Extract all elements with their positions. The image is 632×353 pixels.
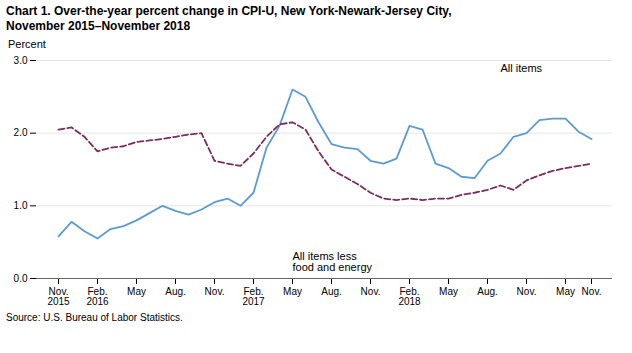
svg-text:May: May <box>439 286 458 297</box>
svg-text:Nov.: Nov. <box>582 286 602 297</box>
svg-text:Feb.2018: Feb.2018 <box>398 286 421 307</box>
svg-text:2.0: 2.0 <box>14 127 28 138</box>
svg-text:Aug.: Aug. <box>165 286 186 297</box>
html-text:Source: U.S. Bureau of Labor S: Source: U.S. Bureau of Labor Statistics. <box>6 312 183 323</box>
svg-text:May: May <box>127 286 146 297</box>
svg-text:All items lessfood and energy: All items lessfood and energy <box>293 250 373 273</box>
svg-text:Nov.: Nov. <box>361 286 381 297</box>
svg-text:Nov.2015: Nov.2015 <box>47 286 70 307</box>
svg-text:1.0: 1.0 <box>14 200 28 211</box>
svg-text:Nov.: Nov. <box>205 286 225 297</box>
svg-text:3.0: 3.0 <box>14 55 28 66</box>
svg-text:All items: All items <box>501 62 543 74</box>
svg-text:Feb.2016: Feb.2016 <box>86 286 109 307</box>
svg-text:May: May <box>283 286 302 297</box>
html-text:Chart 1. Over-the-year percent: Chart 1. Over-the-year percent change in… <box>6 4 452 33</box>
svg-text:Feb.2017: Feb.2017 <box>242 286 265 307</box>
svg-text:May: May <box>556 286 575 297</box>
html-text:Percent: Percent <box>8 38 46 50</box>
svg-text:Nov.: Nov. <box>517 286 537 297</box>
svg-text:0.0: 0.0 <box>14 273 28 284</box>
svg-text:Aug.: Aug. <box>321 286 342 297</box>
svg-text:Aug.: Aug. <box>477 286 498 297</box>
